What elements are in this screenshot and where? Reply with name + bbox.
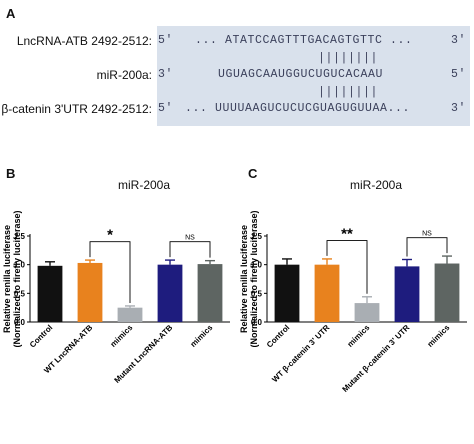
sequence-left-end: 3' bbox=[158, 68, 174, 81]
y-tick-label: 1.5 bbox=[251, 232, 263, 241]
significance-bracket bbox=[89, 241, 131, 303]
bar bbox=[394, 266, 420, 322]
base-pair-marks-bottom: |||||||| bbox=[318, 86, 379, 99]
y-axis-label: Relative renilla luciferase(Normalized t… bbox=[2, 210, 22, 347]
bar bbox=[354, 303, 380, 322]
y-tick-label: 0.5 bbox=[14, 289, 26, 298]
significance-bracket bbox=[326, 240, 368, 294]
sequence-right-end: 5' bbox=[451, 68, 467, 81]
y-axis-label: Relative renilla luciferase(Normalized t… bbox=[239, 210, 259, 347]
bar-chart-c: Relative renilla luciferase(Normalized t… bbox=[239, 210, 467, 394]
y-tick-label: 0.5 bbox=[251, 289, 263, 298]
y-tick-label: 0.0 bbox=[14, 318, 26, 327]
sequence-alignment-box bbox=[157, 26, 470, 126]
sequence-row-lncrna: LncRNA-ATB 2492-2512: 5' ... ATATCCAGTTT… bbox=[0, 32, 474, 50]
bar-chart-b: Relative renilla luciferase(Normalized t… bbox=[2, 210, 230, 385]
panel-c-label: C bbox=[248, 166, 258, 181]
bar bbox=[157, 264, 183, 322]
bar bbox=[314, 264, 340, 322]
y-tick-label: 1.0 bbox=[14, 261, 26, 270]
sequence-text: ... ATATCCAGTTTGACAGTGTTC ... bbox=[195, 34, 413, 47]
bar bbox=[37, 265, 63, 322]
panel-b-label: B bbox=[6, 166, 16, 181]
bar bbox=[77, 262, 103, 322]
significance-bracket bbox=[406, 237, 448, 257]
panel-c-title: miR-200a bbox=[350, 178, 403, 192]
sequence-left-end: 5' bbox=[158, 34, 174, 47]
y-tick-label: 0.0 bbox=[251, 318, 263, 327]
significance-bracket bbox=[169, 241, 211, 258]
x-tick-label: mimics bbox=[189, 323, 215, 349]
x-tick-label: Control bbox=[265, 323, 291, 349]
x-tick-label: Mutant β-catenin 3' UTR bbox=[341, 323, 412, 394]
x-tick-label: mimics bbox=[346, 323, 372, 349]
sequence-text: UGUAGCAAUGGUCUGUCACAAU bbox=[218, 68, 384, 81]
y-tick-label: 1.5 bbox=[14, 232, 26, 241]
sequence-right-end: 3' bbox=[451, 34, 467, 47]
x-tick-label: mimics bbox=[426, 323, 452, 349]
sequence-row-mir200a: miR-200a: 3' UGUAGCAAUGGUCUGUCACAAU 5' bbox=[0, 66, 474, 84]
panel-b-title: miR-200a bbox=[118, 178, 171, 192]
sequence-text: ... UUUUAAGUCUCUCGUAGUGUUAA... bbox=[185, 102, 411, 115]
bar bbox=[274, 264, 300, 322]
significance-label: NS bbox=[185, 235, 195, 242]
base-pair-marks-top: |||||||| bbox=[318, 52, 379, 65]
x-tick-label: Control bbox=[28, 323, 54, 349]
sequence-name: miR-200a: bbox=[96, 68, 152, 82]
bar bbox=[197, 264, 223, 322]
sequence-name: β-catenin 3'UTR 2492-2512: bbox=[1, 102, 152, 116]
sequence-name: LncRNA-ATB 2492-2512: bbox=[16, 34, 152, 48]
y-tick-label: 1.0 bbox=[251, 261, 263, 270]
sequence-row-beta-catenin: β-catenin 3'UTR 2492-2512: 5' ... UUUUAA… bbox=[0, 100, 474, 118]
significance-label: * bbox=[107, 227, 113, 244]
sequence-right-end: 3' bbox=[451, 102, 467, 115]
significance-label: NS bbox=[422, 231, 432, 238]
panel-a-label: A bbox=[6, 6, 16, 21]
bar bbox=[434, 263, 460, 322]
significance-label: ** bbox=[341, 226, 353, 243]
x-tick-label: mimics bbox=[109, 323, 135, 349]
bar bbox=[117, 307, 143, 322]
sequence-left-end: 5' bbox=[158, 102, 174, 115]
